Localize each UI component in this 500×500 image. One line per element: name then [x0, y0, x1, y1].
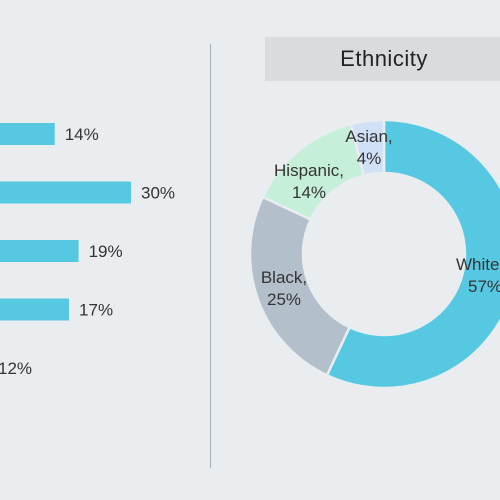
bar-value-label-2: 19% [89, 242, 123, 261]
donut-slice-name-0: White, [456, 255, 500, 274]
donut-slice-value-3: 4% [357, 149, 382, 168]
donut-slice-name-1: Black, [261, 268, 307, 287]
donut-slice-1 [248, 195, 352, 377]
donut-slice-0 [325, 118, 500, 390]
bar-3 [0, 298, 70, 321]
bar-1 [0, 181, 131, 204]
donut-slice-value-1: 25% [267, 290, 301, 309]
bar-chart: 14% 30% 19% 17% 12% [0, 123, 175, 378]
donut-slice-name-2: Hispanic, [274, 161, 344, 180]
bar-0 [0, 123, 55, 145]
donut-slice-name-3: Asian, [345, 127, 392, 146]
bar-value-label-1: 30% [141, 184, 175, 203]
donut-slice-value-2: 14% [292, 183, 326, 202]
bar-2 [0, 240, 79, 262]
bar-value-label-4: 12% [0, 359, 32, 378]
panel-divider [210, 44, 211, 468]
bar-value-label-3: 17% [79, 301, 113, 320]
ethnicity-title: Ethnicity [340, 46, 428, 71]
donut-slice-value-0: 57% [468, 277, 500, 296]
ethnicity-title-box [265, 37, 500, 81]
bar-value-label-0: 14% [65, 125, 99, 144]
donut-slice-3 [349, 118, 386, 178]
